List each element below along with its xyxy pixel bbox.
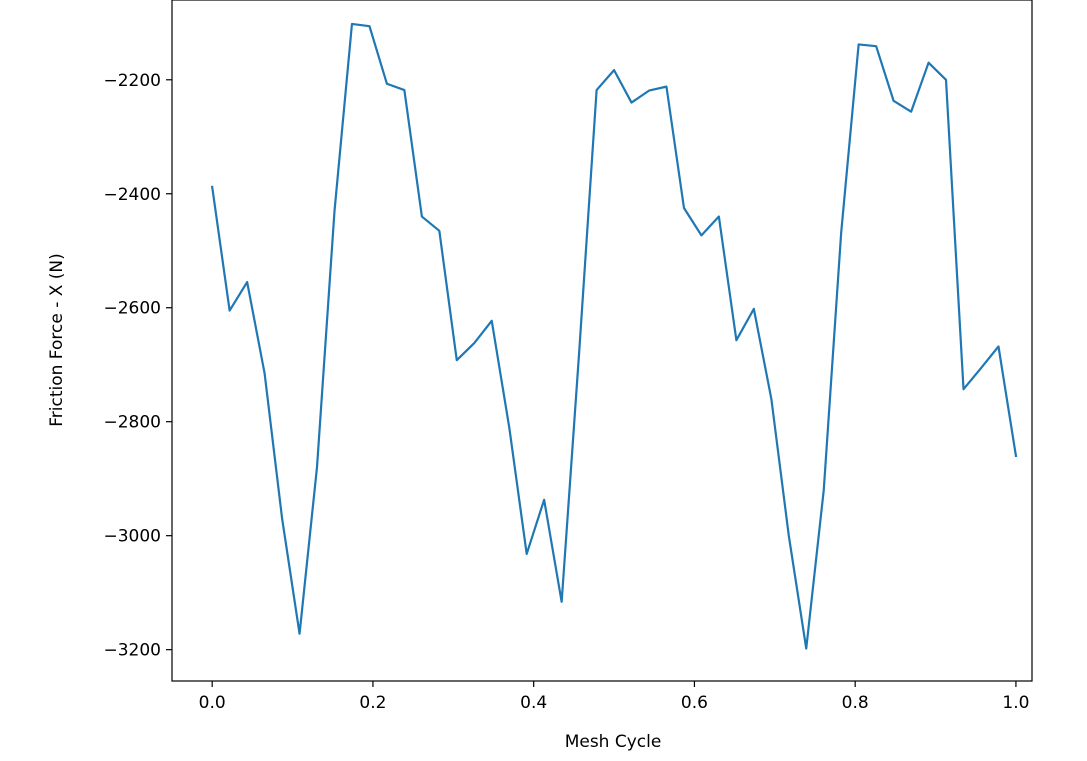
y-tick-label: −2600: [103, 299, 161, 319]
x-tick-label: 0.4: [520, 693, 547, 713]
x-tick-label: 0.6: [681, 693, 708, 713]
x-tick-label: 1.0: [1002, 693, 1029, 713]
series-line: [210, 22, 1018, 650]
y-axis-label: Friction Force - X (N): [47, 253, 67, 427]
y-tick-label: −3000: [103, 527, 161, 547]
y-axis: −3200 −3000 −2800 −2600 −2400 −2200: [103, 71, 172, 661]
y-tick-label: −2800: [103, 413, 161, 433]
plot-area-frame: [171, 0, 1033, 682]
x-axis-label: Mesh Cycle: [565, 732, 662, 752]
y-tick-label: −2200: [103, 71, 161, 91]
series-layer: [210, 22, 1018, 650]
x-tick-label: 0.0: [199, 693, 226, 713]
x-tick-label: 0.2: [359, 693, 386, 713]
y-tick-label: −3200: [103, 641, 161, 661]
x-tick-label: 0.8: [842, 693, 869, 713]
x-axis: 0.0 0.2 0.4 0.6 0.8 1.0: [199, 681, 1029, 713]
y-tick-label: −2400: [103, 185, 161, 205]
